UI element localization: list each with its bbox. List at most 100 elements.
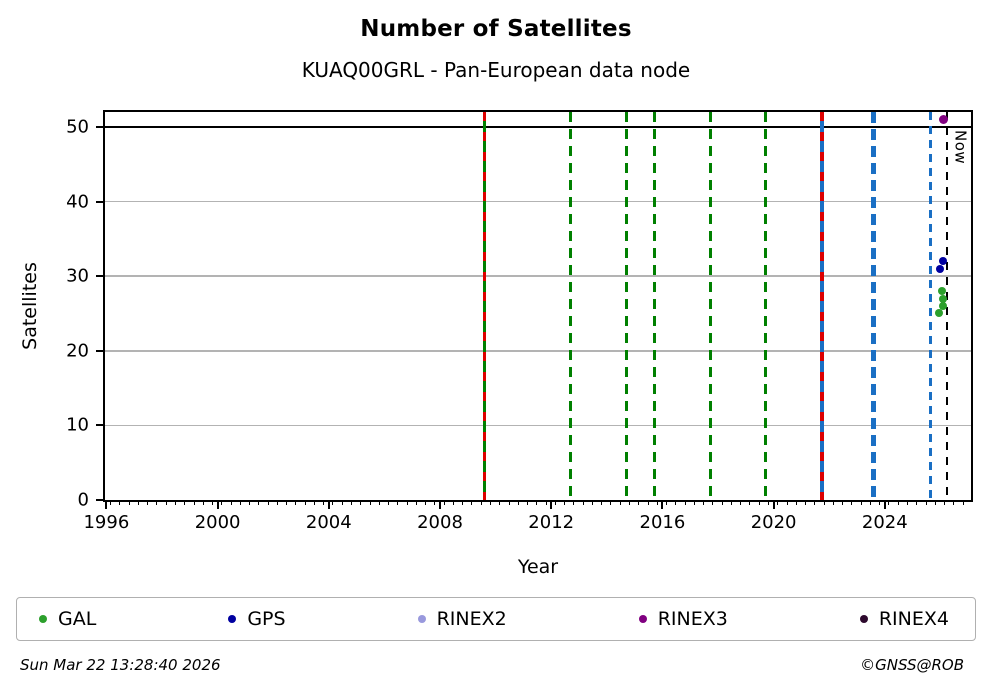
x-tick: [439, 500, 441, 509]
overlay-dashed-line: [820, 112, 825, 500]
legend-marker-gal: [39, 615, 47, 623]
x-tick-label: 2012: [528, 512, 575, 533]
y-tick-label: 40: [66, 191, 89, 213]
x-minor-tick: [712, 500, 714, 505]
x-minor-tick: [629, 500, 630, 505]
x-minor-tick: [888, 500, 890, 505]
x-minor-tick: [666, 500, 668, 505]
x-minor-tick: [832, 500, 834, 505]
event-line: [820, 112, 825, 500]
x-minor-tick: [554, 500, 556, 505]
data-point-gps: [936, 264, 945, 273]
legend-marker-gps: [228, 615, 237, 623]
x-minor-tick: [786, 500, 788, 505]
event-line: [929, 112, 933, 500]
x-minor-tick: [842, 500, 844, 505]
x-minor-tick: [193, 500, 195, 505]
x-minor-tick: [851, 500, 853, 505]
x-minor-tick: [369, 500, 371, 505]
x-minor-tick: [452, 500, 454, 505]
event-line: [653, 112, 657, 500]
legend-item-gps: GPS: [228, 608, 286, 630]
x-minor-tick: [313, 500, 315, 505]
y-tick: [96, 349, 105, 352]
x-minor-tick: [795, 500, 797, 505]
x-minor-tick: [378, 500, 380, 505]
data-point-gal: [938, 294, 947, 303]
x-minor-tick: [619, 500, 621, 505]
x-minor-tick: [286, 500, 288, 505]
y-tick-label: 0: [77, 489, 89, 511]
x-minor-tick: [545, 500, 547, 505]
event-line: [569, 112, 573, 500]
x-minor-tick: [582, 500, 584, 505]
x-minor-tick: [156, 500, 158, 505]
x-tick: [216, 500, 219, 509]
x-minor-tick: [647, 500, 649, 505]
x-minor-tick: [573, 500, 575, 505]
x-minor-tick: [879, 500, 881, 505]
x-minor-tick: [323, 500, 325, 505]
x-minor-tick: [295, 500, 297, 505]
x-minor-tick: [823, 500, 825, 505]
legend-label: GPS: [247, 608, 286, 630]
x-minor-tick: [221, 500, 223, 505]
event-line: [764, 112, 768, 500]
x-minor-tick: [304, 500, 306, 505]
x-minor-tick: [767, 500, 769, 505]
x-minor-tick: [415, 500, 417, 505]
x-minor-tick: [212, 500, 214, 505]
x-tick: [105, 500, 108, 509]
x-minor-tick: [434, 500, 436, 505]
x-minor-tick: [119, 500, 121, 505]
data-point-gal: [935, 309, 944, 318]
x-minor-tick: [110, 500, 112, 505]
x-minor-tick: [230, 500, 232, 505]
x-minor-tick: [758, 500, 760, 505]
x-minor-tick: [953, 500, 955, 505]
x-minor-tick: [425, 500, 427, 505]
x-minor-tick: [638, 500, 640, 505]
legend-item-gal: GAL: [39, 608, 96, 630]
x-minor-tick: [202, 500, 204, 505]
x-minor-tick: [777, 500, 779, 505]
x-minor-tick: [128, 500, 130, 505]
x-minor-tick: [351, 500, 353, 505]
y-tick-label: 30: [66, 265, 89, 287]
y-tick: [96, 125, 105, 128]
data-point-gps: [938, 257, 947, 266]
plot-area: 0 10 20 30 40 50 1996 2000 2004 2008 2012 2016 2020 2…: [66, 110, 973, 533]
legend-label: RINEX2: [436, 608, 507, 630]
x-tick-label: 2004: [305, 512, 352, 533]
legend-item-rinex4: RINEX4: [859, 608, 949, 630]
x-minor-tick: [258, 500, 260, 505]
legend-marker-rinex2: [417, 615, 426, 623]
credit: ©GNSS@ROB: [860, 656, 964, 674]
x-minor-tick: [443, 500, 445, 505]
x-minor-tick: [860, 500, 862, 505]
legend-label: GAL: [58, 608, 97, 630]
x-minor-tick: [897, 500, 899, 505]
x-tick: [883, 500, 886, 509]
x-minor-tick: [137, 500, 139, 505]
x-minor-tick: [740, 500, 742, 505]
grid-line-y40: [105, 200, 971, 203]
x-minor-tick: [591, 500, 593, 505]
data-point-rinex3: [938, 114, 948, 124]
chart-title: Number of Satellites: [360, 16, 632, 42]
x-minor-tick: [388, 500, 390, 505]
legend-item-rinex2: RINEX2: [417, 608, 507, 630]
event-line: [482, 112, 486, 500]
grid-line-y20: [105, 350, 971, 352]
x-minor-tick: [165, 500, 167, 505]
x-minor-tick: [703, 500, 705, 505]
data-point-gal: [937, 287, 946, 296]
x-minor-tick: [267, 500, 269, 505]
legend-label: RINEX3: [657, 608, 728, 630]
event-line: [708, 112, 712, 500]
x-minor-tick: [508, 500, 510, 505]
x-minor-tick: [360, 500, 362, 505]
x-minor-tick: [564, 500, 566, 505]
x-minor-tick: [499, 500, 501, 505]
x-minor-tick: [517, 500, 519, 505]
